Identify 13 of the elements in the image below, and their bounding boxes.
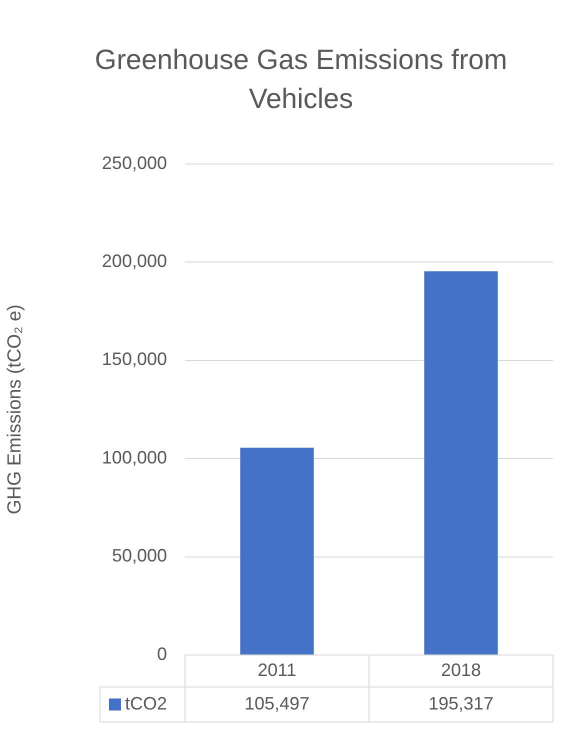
- chart-title: Greenhouse Gas Emissions from Vehicles: [94, 43, 508, 116]
- data-label: 195,317: [428, 693, 494, 714]
- y-tick-label: 100,000: [102, 447, 167, 468]
- data-label: 105,497: [244, 693, 310, 714]
- y-tick-label: 250,000: [102, 152, 167, 173]
- y-tick-label: 50,000: [112, 546, 167, 566]
- x-tick-label: 2018: [440, 660, 482, 680]
- legend-label: tCO2: [125, 693, 168, 714]
- y-tick-label: 200,000: [102, 251, 167, 272]
- y-tick-label: 0: [156, 644, 167, 664]
- x-tick-label: 2011: [258, 660, 296, 680]
- y-tick-label: 150,000: [102, 349, 167, 370]
- y-axis-title: GHG Emissions (tCO₂ e): [4, 304, 26, 514]
